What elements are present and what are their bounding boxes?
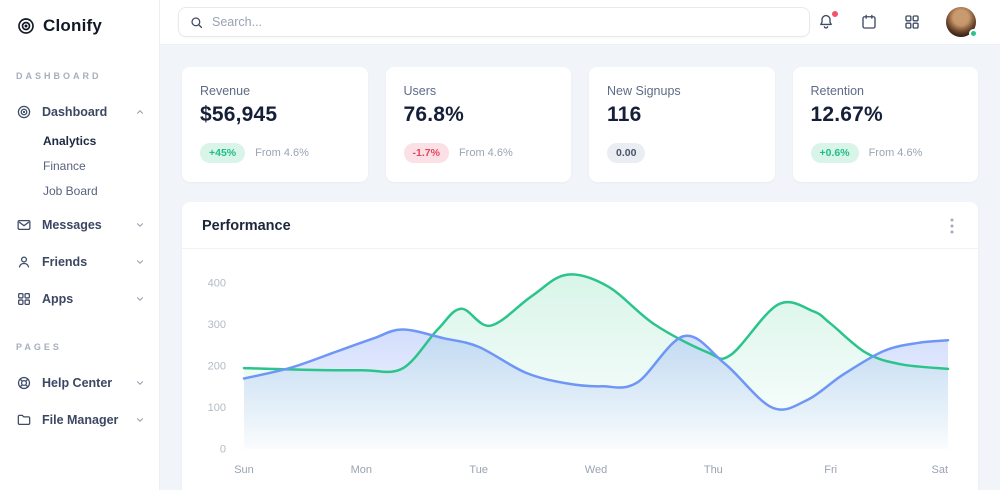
search-input[interactable] <box>212 15 799 29</box>
section-label-dashboard: DASHBOARD <box>16 71 102 81</box>
svg-text:200: 200 <box>208 361 226 373</box>
stat-card-new-signups: New Signups 116 0.00 <box>589 67 775 182</box>
svg-text:300: 300 <box>208 319 226 331</box>
sidebar-item-label: File Manager <box>42 413 119 427</box>
stat-card-retention: Retention 12.67% +0.6% From 4.6% <box>792 67 978 182</box>
folder-icon <box>16 412 32 428</box>
card-value: 12.67% <box>810 103 883 126</box>
sidebar-subitem-finance[interactable]: Finance <box>43 159 86 173</box>
sidebar-subitem-job-board[interactable]: Job Board <box>43 184 98 198</box>
apps-grid-icon <box>905 15 919 29</box>
person-icon <box>16 254 32 270</box>
kebab-icon <box>950 218 954 234</box>
performance-panel-header: Performance <box>182 202 978 249</box>
sidebar-item-file-manager[interactable]: File Manager <box>0 405 159 435</box>
section-label-pages: PAGES <box>16 342 62 352</box>
envelope-icon <box>16 217 32 233</box>
calendar-icon <box>862 14 876 29</box>
lifebuoy-icon <box>16 375 32 391</box>
trend-badge: -1.7% <box>403 143 449 163</box>
svg-text:Tue: Tue <box>469 464 488 476</box>
svg-text:Fri: Fri <box>824 464 837 476</box>
search-icon <box>189 15 204 30</box>
chevron-down-icon <box>135 294 145 304</box>
svg-text:Sat: Sat <box>931 464 948 476</box>
trend-badge: +45% <box>200 143 246 163</box>
svg-text:0: 0 <box>220 444 226 456</box>
sidebar-item-apps[interactable]: Apps <box>0 284 159 314</box>
svg-text:Wed: Wed <box>585 464 607 476</box>
card-value: $56,945 <box>200 103 278 126</box>
topbar-actions <box>817 7 978 38</box>
chevron-down-icon <box>135 378 145 388</box>
sidebar-pages-nav: Help Center File Manager <box>0 368 159 435</box>
chevron-down-icon <box>135 257 145 267</box>
chevron-up-icon <box>135 107 145 117</box>
main-column: Revenue $56,945 +45% From 4.6% Users 76.… <box>160 0 1000 490</box>
target-icon <box>16 104 32 120</box>
online-status-dot <box>969 29 978 38</box>
sidebar-item-label: Apps <box>42 292 74 306</box>
apps-menu-button[interactable] <box>903 13 921 31</box>
sidebar-item-messages[interactable]: Messages <box>0 210 159 240</box>
performance-panel: Performance <box>182 202 978 490</box>
search-box[interactable] <box>178 7 810 37</box>
sidebar-item-label: Help Center <box>42 376 113 390</box>
bell-icon <box>820 14 832 29</box>
svg-text:Thu: Thu <box>704 464 723 476</box>
card-title: New Signups <box>607 84 681 98</box>
sidebar-item-help-center[interactable]: Help Center <box>0 368 159 398</box>
user-avatar[interactable] <box>946 7 978 38</box>
sidebar-item-dashboard[interactable]: Dashboard <box>0 97 159 127</box>
stat-card-users: Users 76.8% -1.7% From 4.6% <box>385 67 571 182</box>
sidebar-nav: Dashboard Analytics Finance Job Board Me… <box>0 97 159 314</box>
chevron-down-icon <box>135 220 145 230</box>
sidebar-item-friends[interactable]: Friends <box>0 247 159 277</box>
brand-name: Clonify <box>43 16 103 35</box>
trend-badge: 0.00 <box>607 143 646 163</box>
calendar-button[interactable] <box>860 13 878 31</box>
sidebar-subitem-analytics[interactable]: Analytics <box>43 134 97 148</box>
kebab-menu-button[interactable] <box>946 216 958 236</box>
stat-card-revenue: Revenue $56,945 +45% From 4.6% <box>182 67 368 182</box>
sidebar-item-label: Dashboard <box>42 105 108 119</box>
performance-chart: 400 300 200 100 0 Sun Mon Tue Wed Thu Fri Sat <box>182 249 978 490</box>
performance-chart-svg: 400 300 200 100 0 Sun Mon Tue Wed Thu Fri Sat <box>208 273 950 476</box>
grid-icon <box>16 291 32 307</box>
notifications-button[interactable] <box>817 10 839 31</box>
card-title: Users <box>403 84 437 98</box>
card-title: Revenue <box>200 84 251 98</box>
svg-text:Mon: Mon <box>351 464 372 476</box>
clonify-logo-icon <box>16 16 36 36</box>
card-note: From 4.6% <box>868 147 923 159</box>
dashboard-submenu: Analytics Finance Job Board <box>0 127 159 210</box>
card-value: 76.8% <box>403 103 465 126</box>
svg-text:Sun: Sun <box>234 464 254 476</box>
brand-logo[interactable]: Clonify <box>0 13 159 39</box>
panel-title: Performance <box>202 218 291 234</box>
card-value: 116 <box>607 103 642 126</box>
sidebar-item-label: Friends <box>42 255 88 269</box>
svg-text:400: 400 <box>208 278 226 290</box>
sidebar-item-label: Messages <box>42 218 102 232</box>
content-area: Revenue $56,945 +45% From 4.6% Users 76.… <box>160 45 1000 490</box>
trend-badge: +0.6% <box>810 143 859 163</box>
card-title: Retention <box>810 84 865 98</box>
sidebar: Clonify DASHBOARD Dashboard Analytics Fi… <box>0 0 160 490</box>
notification-dot <box>831 10 839 18</box>
svg-text:100: 100 <box>208 402 226 414</box>
topbar <box>160 0 1000 45</box>
card-note: From 4.6% <box>255 147 309 159</box>
stat-cards-row: Revenue $56,945 +45% From 4.6% Users 76.… <box>182 67 978 182</box>
card-note: From 4.6% <box>458 147 513 159</box>
chevron-down-icon <box>135 415 145 425</box>
